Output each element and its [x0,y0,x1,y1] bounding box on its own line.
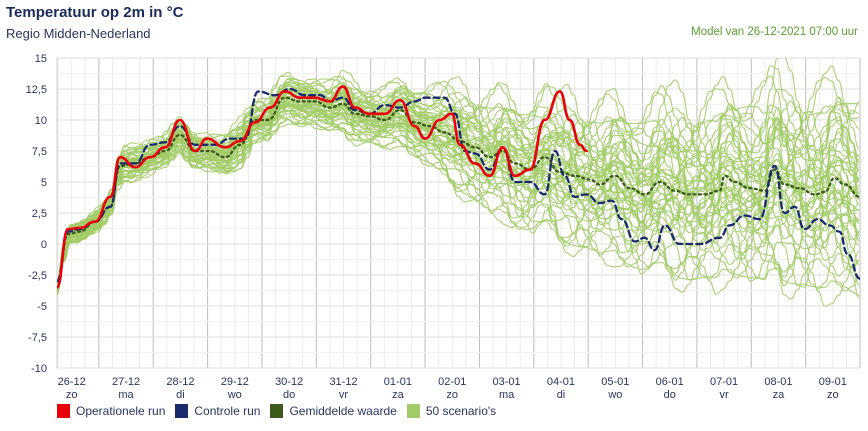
x-tick-day: wo [227,389,242,401]
main-lines [57,85,860,289]
scenario-line [57,87,860,290]
chart-subtitle: Regio Midden-Nederland [6,26,151,41]
operational-swatch [57,404,70,418]
x-tick-date: 08-01 [764,376,792,388]
legend-item-scenarios[interactable]: 50 scenario's [406,404,497,418]
legend-label: Controle run [194,404,261,418]
x-tick-day: zo [66,389,78,401]
y-tick-label: 12,5 [26,84,47,96]
legend-label: Operationele run [76,404,166,418]
y-tick-label: 15 [35,53,47,65]
control-swatch [175,404,189,418]
legend-label: 50 scenario's [425,404,497,418]
x-tick-day: zo [827,389,839,401]
y-tick-label: 7,5 [32,146,47,158]
x-tick-date: 06-01 [656,376,684,388]
x-tick-day: ma [118,389,134,401]
operational-run-line [57,85,588,289]
x-tick-date: 27-12 [112,376,140,388]
x-tick-date: 05-01 [601,376,629,388]
x-tick-date: 03-01 [493,376,521,388]
x-tick-date: 29-12 [221,376,249,388]
x-tick-date: 01-01 [384,376,412,388]
x-tick-date: 26-12 [58,376,86,388]
y-tick-label: 5 [41,177,47,189]
scenario-line [57,98,859,288]
mean-line [57,96,860,289]
scenario-line [57,97,860,299]
legend-item-mean[interactable]: Gemiddelde waarde [270,404,397,418]
x-tick-date: 09-01 [819,376,847,388]
x-tick-date: 28-12 [166,376,194,388]
y-tick-label: -5 [37,301,47,313]
y-tick-label: 10 [35,115,47,127]
x-tick-date: 07-01 [710,376,738,388]
x-tick-date: 04-01 [547,376,575,388]
x-tick-day: do [283,389,295,401]
scenarios-swatch [406,404,420,418]
y-tick-label: -7,5 [28,332,47,344]
y-tick-label: -2,5 [28,270,47,282]
x-tick-date: 30-12 [275,376,303,388]
x-tick-day: ma [499,389,515,401]
scenario-line [57,97,860,285]
scenario-line [57,117,860,300]
x-tick-day: di [176,389,185,401]
y-axis: 15 12,5 10 7,5 5 2,5 0 -2,5 -5 -7,5 -10 [26,53,47,375]
x-tick-day: do [664,389,676,401]
legend-label: Gemiddelde waarde [289,404,397,418]
control-run-line [57,87,860,283]
x-axis: 26-12zo27-12ma28-12di29-12wo30-12do31-12… [58,376,847,401]
grid [56,57,861,369]
scenario-line [57,78,860,287]
mean-swatch [270,404,284,418]
x-tick-day: di [557,389,566,401]
y-tick-label: 2,5 [32,208,47,220]
x-tick-day: vr [719,389,729,401]
x-tick-day: za [773,389,786,401]
y-tick-label: -10 [31,363,47,375]
legend-item-control[interactable]: Controle run [175,404,260,418]
legend-item-operational[interactable]: Operationele run [57,404,165,418]
x-tick-day: zo [446,389,458,401]
scenario-line [57,112,860,307]
chart-title: Temperatuur op 2m in °C [6,4,184,21]
y-tick-label: 0 [41,239,47,251]
x-tick-day: wo [607,389,622,401]
x-tick-day: vr [339,389,349,401]
x-tick-date: 02-01 [438,376,466,388]
model-run-time: Model van 26-12-2021 07:00 uur [691,26,858,38]
x-tick-date: 31-12 [329,376,357,388]
x-tick-day: za [392,389,405,401]
legend: Operationele run Controle run Gemiddelde… [57,404,506,418]
scenario-line [57,88,860,283]
